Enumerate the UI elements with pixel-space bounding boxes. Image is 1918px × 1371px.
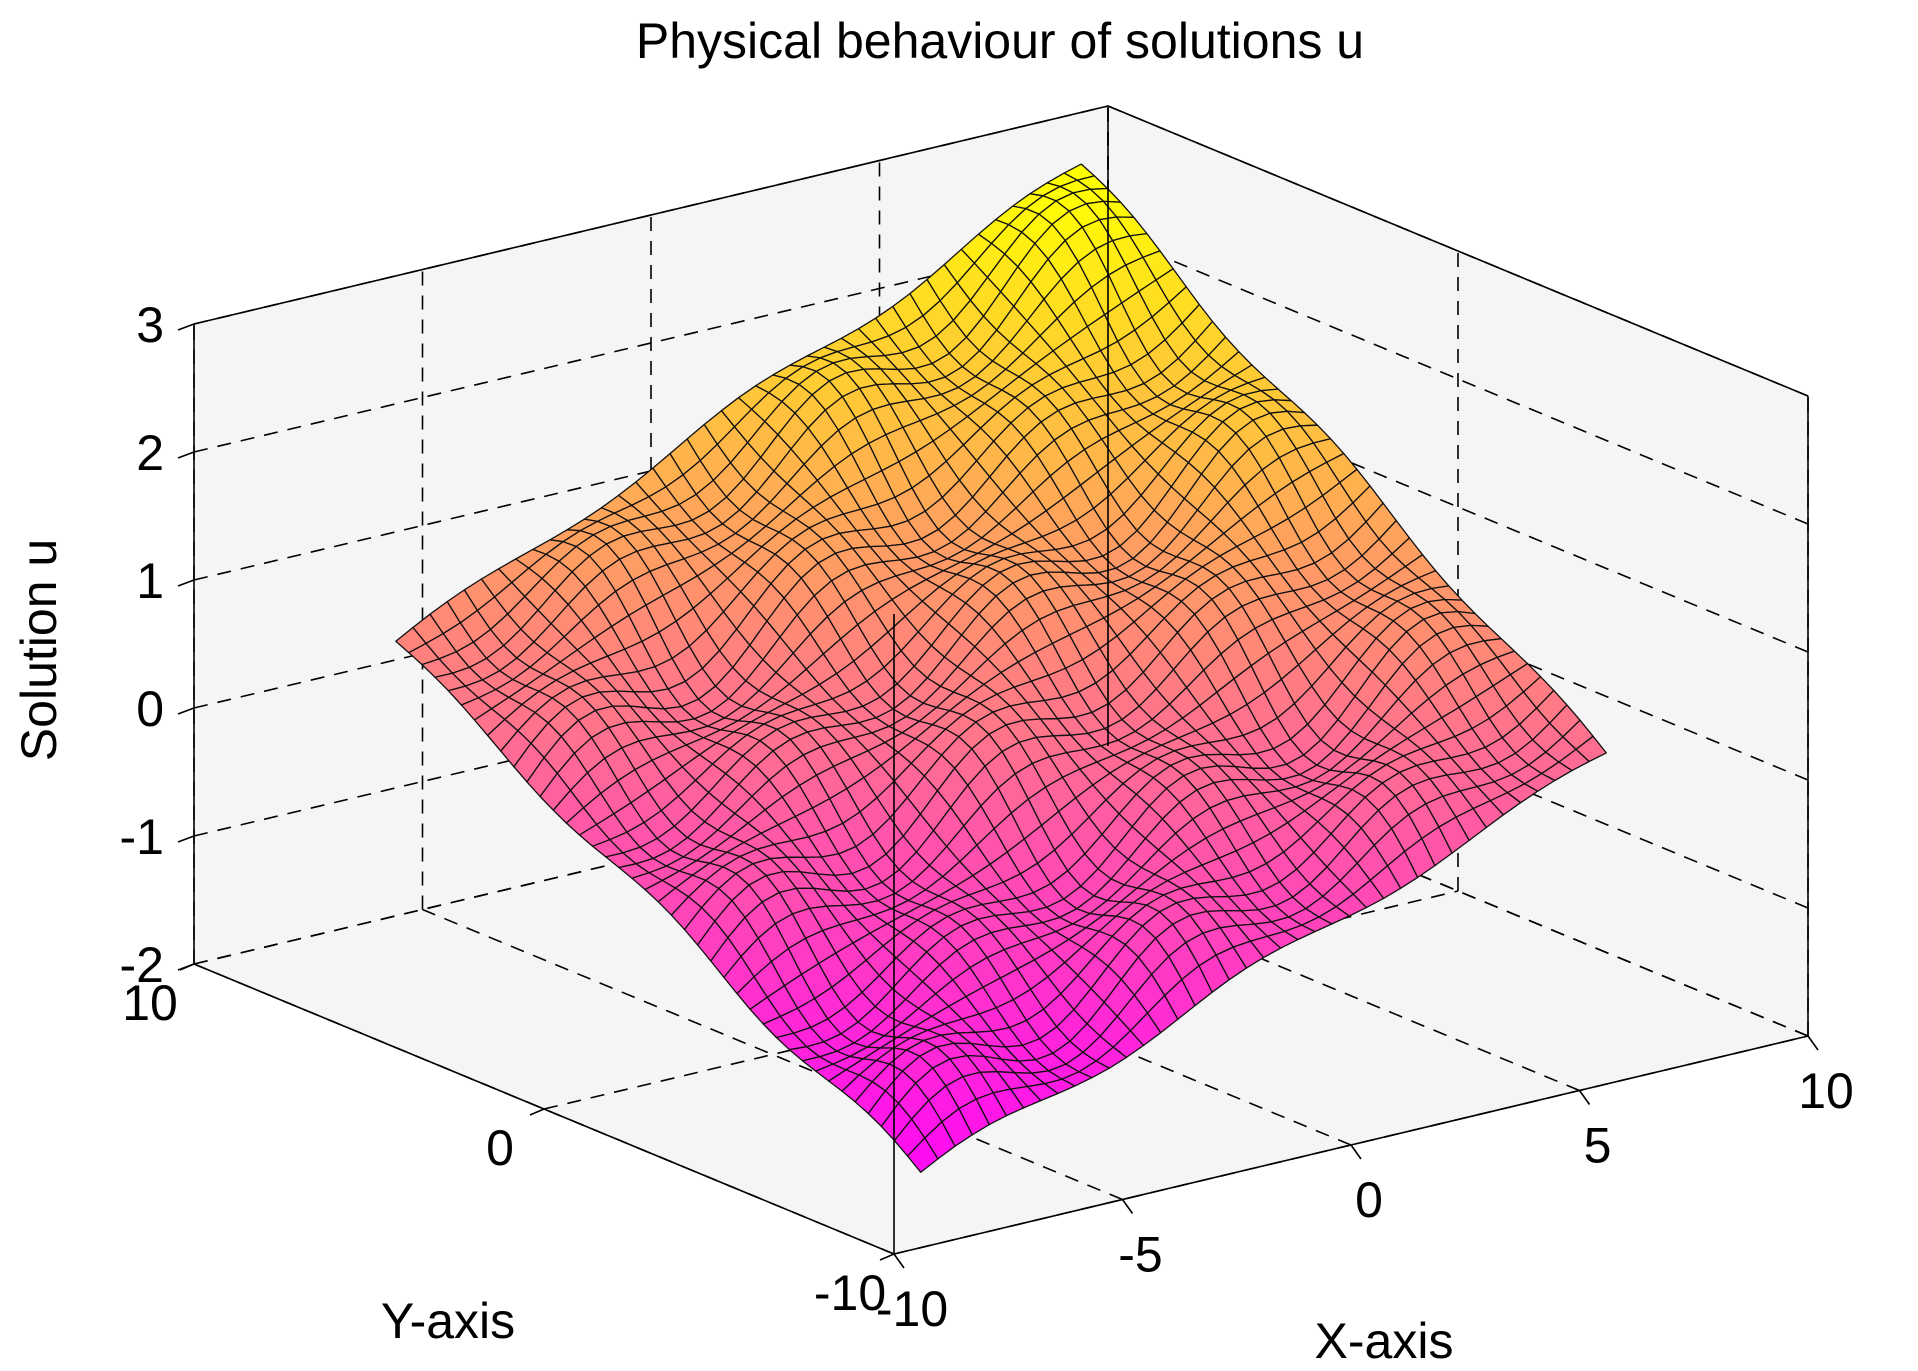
z-grid-wall-yz (1107, 233, 1809, 525)
x-grid-floor (422, 908, 1123, 1201)
box-edge-top-back-x (193, 105, 1109, 325)
axes-box-edges (193, 105, 1809, 1255)
y-tick (879, 1253, 895, 1261)
surface-mesh (395, 163, 1607, 1173)
x-tick-label: 0 (1355, 1172, 1383, 1228)
z-tick (177, 963, 195, 971)
z-tick-label: 0 (136, 681, 164, 737)
z-tick (177, 835, 195, 843)
x-tick-label: 5 (1584, 1118, 1612, 1174)
x-tick (893, 1253, 905, 1269)
z-tick-label: -2 (120, 937, 164, 993)
x-axis-title: X-axis (1315, 1313, 1454, 1369)
z-tick-label: 2 (136, 425, 164, 481)
y-tick-label: -10 (814, 1265, 886, 1321)
y-axis-title: Y-axis (381, 1293, 515, 1349)
x-tick (1121, 1199, 1134, 1214)
x-tick-label: 10 (1798, 1063, 1854, 1119)
z-tick (177, 579, 195, 587)
z-tick (177, 451, 195, 459)
x-tick (1350, 1144, 1362, 1160)
x-tick (1807, 1035, 1819, 1051)
z-tick-label: 1 (136, 553, 164, 609)
y-tick (529, 1108, 545, 1116)
box-edge-top-back-y (1107, 105, 1809, 397)
x-tick (1578, 1090, 1591, 1105)
surface-patch (906, 1137, 939, 1173)
y-tick-label: 10 (122, 975, 178, 1031)
y-tick-label: 0 (486, 1120, 514, 1176)
x-tick-label: -5 (1118, 1227, 1162, 1283)
x-tick-label: -10 (876, 1281, 948, 1337)
z-tick (177, 707, 195, 715)
z-tick (177, 323, 195, 331)
z-axis-title: Solution u (11, 539, 67, 761)
z-grid-wall-xz (193, 233, 1109, 453)
z-tick-label: -1 (120, 809, 164, 865)
z-tick-label: 3 (136, 297, 164, 353)
chart-title: Physical behaviour of solutions u (636, 13, 1364, 69)
